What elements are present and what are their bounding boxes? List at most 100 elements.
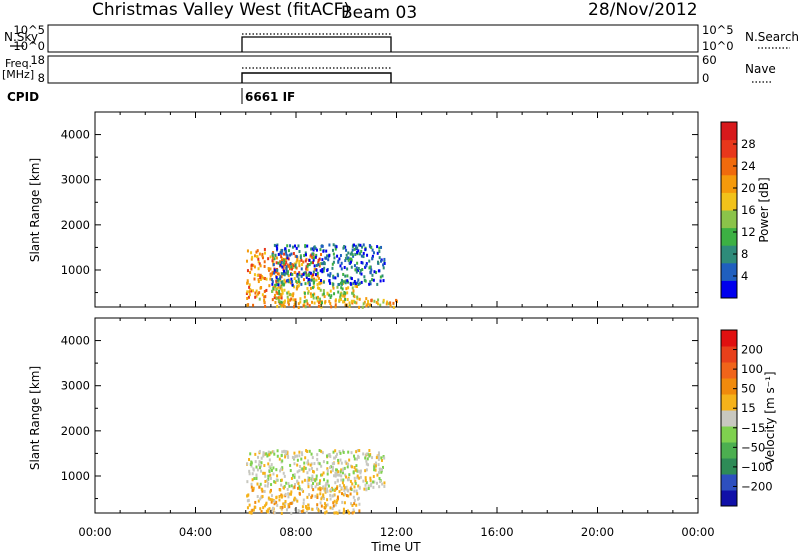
data-cell [378,246,381,250]
data-cell [356,281,359,285]
data-cell [294,265,297,269]
data-cell [316,482,319,486]
data-cell [268,284,271,288]
data-cell [263,251,266,255]
data-cell [260,456,263,460]
data-cell [322,280,325,284]
data-cell [356,250,359,254]
colorbar-swatch [721,122,737,141]
data-cell [352,495,355,499]
data-cell [335,454,338,458]
data-cell [285,268,288,272]
data-cell [282,264,285,268]
data-cell [305,267,308,271]
data-cell [277,261,280,265]
data-cell [313,292,316,296]
data-cell [250,263,253,267]
data-cell [377,455,380,459]
data-cell [270,483,273,487]
data-cell [373,468,376,472]
data-cell [283,252,286,256]
data-cell [316,457,319,461]
data-cell [281,291,284,295]
data-cell [306,461,309,465]
data-cell [279,469,282,473]
data-cell [266,479,269,483]
data-cell [307,482,310,486]
data-cell [370,298,373,302]
data-cell [395,298,398,302]
data-cell [285,450,288,454]
date-title: 28/Nov/2012 [588,0,698,20]
data-cell [290,277,293,281]
data-cell [379,303,382,307]
data-cell [359,281,362,285]
data-cell [355,457,358,461]
data-cell [282,449,285,453]
data-cell [311,485,314,489]
data-cell [303,465,306,469]
data-cell [338,298,341,302]
x-tick-label: 08:00 [279,525,312,539]
data-cell [340,468,343,472]
data-cell [248,285,251,289]
data-cell [360,260,363,264]
data-cell [267,450,270,454]
data-cell [323,478,326,482]
data-cell [334,276,337,280]
data-cell [372,251,375,255]
data-cell [319,492,322,496]
data-cell [353,502,356,506]
data-cell [364,476,367,480]
data-cell [305,299,308,303]
data-cell [324,487,327,491]
data-cell [265,501,268,505]
data-cell [284,492,287,496]
data-cell [322,496,325,500]
data-cell [344,274,347,278]
data-cell [273,499,276,503]
data-cell [252,468,255,472]
data-cell [271,498,274,502]
data-cell [247,498,250,502]
data-cell [287,495,290,499]
data-cell [281,494,284,498]
data-cell [346,279,349,283]
data-cell [296,458,299,462]
data-cell [267,477,270,481]
data-cell [318,287,321,291]
data-cell [269,277,272,281]
data-cell [276,449,279,453]
data-cell [346,267,349,271]
data-cell [343,299,346,303]
data-cell [294,454,297,458]
data-cell [345,287,348,291]
data-cell [363,487,366,491]
data-cell [282,471,285,475]
data-cell [280,260,283,264]
colorbar-swatch [721,192,737,211]
data-cell [362,452,365,456]
data-cell [308,282,311,286]
data-cell [305,257,308,261]
data-cell [351,482,354,486]
data-cell [287,249,290,253]
data-cell [357,266,360,270]
data-cell [272,450,275,454]
data-cell [307,503,310,507]
data-cell [356,492,359,496]
data-cell [299,254,302,258]
data-cell [318,301,321,305]
colorbar-tick-label: −50 [741,440,765,454]
data-cell [331,262,334,266]
data-cell [275,276,278,280]
data-cell [289,262,292,266]
y-tick-label: 4000 [61,128,90,142]
data-cell [312,296,315,300]
data-cell [257,260,260,264]
data-cell [329,295,332,299]
data-cell [364,456,367,460]
data-cell [273,296,276,300]
data-cell [303,478,306,482]
data-cell [272,472,275,476]
